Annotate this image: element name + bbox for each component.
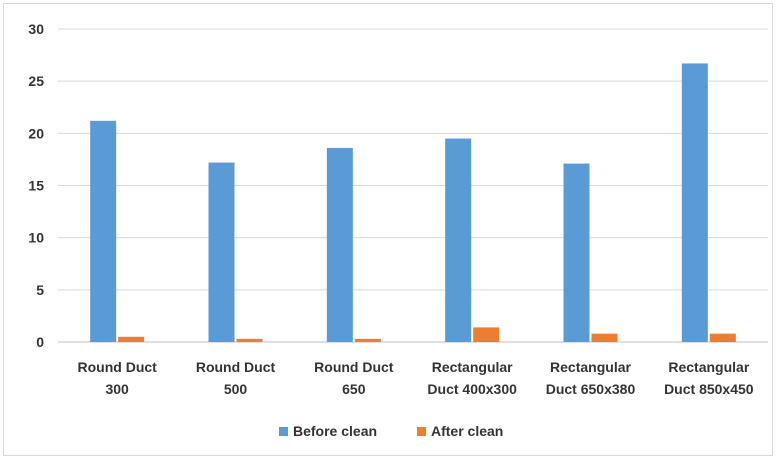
x-axis-categories: Round Duct 300 Round Duct 500 Round Duct 650 R… (78, 359, 754, 397)
chart-frame (3, 3, 773, 456)
y-tick-label: 0 (36, 334, 44, 350)
x-category-label: 300 (105, 381, 129, 397)
legend-swatch (279, 427, 288, 436)
legend: Before clean After clean (279, 423, 503, 439)
bars (90, 63, 736, 343)
x-category-label: 500 (224, 381, 248, 397)
bar-before-clean (445, 138, 472, 342)
y-axis-ticks: 0 5 10 15 20 25 30 (28, 21, 44, 350)
x-category-label: Duct 850x450 (664, 381, 754, 397)
bar-after-clean (709, 333, 736, 342)
y-tick-label: 15 (28, 178, 44, 194)
gridlines (58, 28, 768, 343)
bar-after-clean (118, 336, 145, 342)
bar-after-clean (473, 327, 500, 342)
legend-label: After clean (431, 423, 503, 439)
y-tick-label: 20 (28, 125, 44, 141)
bar-before-clean (90, 120, 117, 343)
y-tick-label: 10 (28, 230, 44, 246)
x-category-label: Round Duct (196, 359, 276, 375)
legend-label: Before clean (293, 423, 377, 439)
bar-after-clean (354, 338, 381, 342)
x-category-label: Duct 400x300 (427, 381, 517, 397)
bar-before-clean (681, 63, 708, 343)
bar-before-clean (563, 163, 590, 342)
x-category-label: Round Duct (78, 359, 158, 375)
x-category-label: Rectangular (550, 359, 631, 375)
x-category-label: Rectangular (668, 359, 749, 375)
x-category-label: Duct 650x380 (546, 381, 636, 397)
y-tick-label: 5 (36, 282, 44, 298)
x-category-label: Rectangular (432, 359, 513, 375)
bar-before-clean (326, 147, 353, 342)
x-category-label: 650 (342, 381, 366, 397)
bar-after-clean (591, 333, 618, 342)
y-tick-label: 25 (28, 73, 44, 89)
y-tick-label: 30 (28, 21, 44, 37)
bar-before-clean (208, 162, 235, 342)
bar-after-clean (236, 338, 263, 342)
legend-swatch (417, 427, 426, 436)
x-category-label: Round Duct (314, 359, 394, 375)
